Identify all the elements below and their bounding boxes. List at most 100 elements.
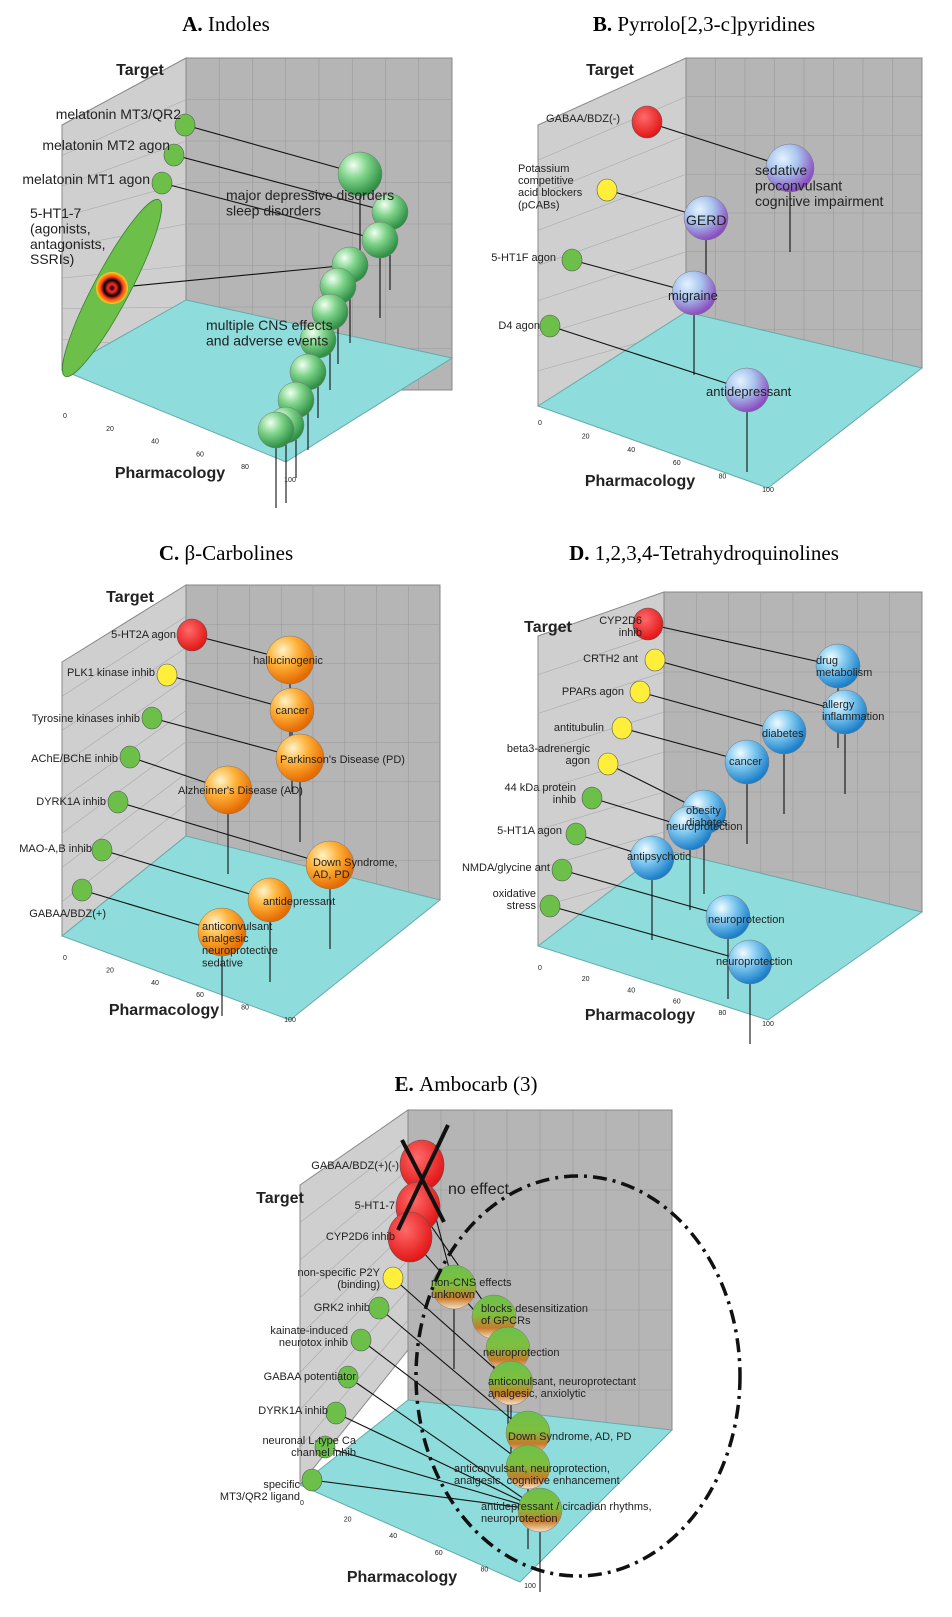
grid-line <box>61 99 187 156</box>
pharmacology-axis-label: Pharmacology <box>109 1002 219 1019</box>
highlight-circle <box>414 1174 742 1578</box>
target-label: 5-HT1A agon <box>497 825 562 837</box>
tick-label: 60 <box>435 1550 443 1557</box>
panel-title: E. Ambocarb (3) <box>395 1072 538 1096</box>
panel-c: C. β-Carbolines Target Pharmacology 0 20 40 60… <box>19 541 442 1024</box>
panel-d: D. 1,2,3,4-Tetrahydroquinolines Target Pha… <box>462 541 924 1044</box>
link-line <box>378 1307 529 1434</box>
pharmacology-axis-label: Pharmacology <box>585 473 695 490</box>
outcome-label: antidepressant <box>263 896 335 908</box>
grid-line <box>537 671 665 714</box>
outcome-label: anticonvulsant analgesic neuroprotective se… <box>202 921 278 969</box>
outcome-sphere <box>705 894 751 940</box>
panel-title: B. Pyrrolo[2,3-c]pyridines <box>593 12 815 36</box>
outcome-sphere <box>197 907 247 957</box>
tick-label: 40 <box>389 1533 397 1540</box>
grid-line <box>61 741 187 834</box>
panel-title: D. 1,2,3,4-Tetrahydroquinolines <box>569 541 839 565</box>
link-line <box>561 869 729 918</box>
tick-label: 0 <box>300 1500 304 1507</box>
tick-label: 0 <box>538 420 542 427</box>
outcome-sphere <box>671 270 717 316</box>
link-line <box>639 691 785 733</box>
target-dot <box>539 894 561 918</box>
outcome-label: blocks desensitization of GPCRs <box>481 1303 588 1327</box>
outcome-sphere <box>361 221 399 259</box>
outcome-sphere <box>488 1360 534 1406</box>
outcome-sphere <box>822 689 868 735</box>
outcome-label: anticonulsant, neuroprotectant analgesic,… <box>488 1376 636 1400</box>
tick-label: 60 <box>673 460 681 467</box>
target-dot <box>325 1401 347 1425</box>
link-line <box>311 1479 541 1511</box>
tick-label: 20 <box>582 433 590 440</box>
target-dot <box>596 178 618 202</box>
target-label: melatonin MT2 agon <box>42 137 170 153</box>
panel-e: E. Ambocarb (3) Target Pharmacology 0 20 40 60… <box>220 1072 742 1592</box>
target-label: non-specific P2Y (binding) <box>297 1267 380 1291</box>
target-dot <box>597 752 619 776</box>
target-dot <box>382 1266 404 1290</box>
target-axis-label: Target <box>256 1190 304 1207</box>
outcome-sphere <box>269 687 315 733</box>
target-label: CYP2D6 inhib <box>326 1231 395 1243</box>
target-label: PLK1 kinase inhib <box>67 667 155 679</box>
outcome-label: Down Syndrome, AD, PD <box>313 857 397 881</box>
target-dot <box>337 1365 359 1389</box>
floor <box>299 1399 674 1583</box>
link-line <box>654 659 846 713</box>
target-dot <box>539 314 561 338</box>
target-dot <box>163 143 185 167</box>
link-line <box>335 1412 541 1511</box>
target-label: 44 kDa protein inhib <box>504 782 576 806</box>
target-label: DYRK1A inhib <box>36 796 106 808</box>
grid-line <box>61 678 187 765</box>
target-label: kainate-induced neurotox inhib <box>270 1325 348 1349</box>
outcome-label: anticonvulsant, neuroprotection, analgesi… <box>454 1463 620 1487</box>
tick-label: 100 <box>284 1017 296 1024</box>
outcome-label: major depressive disorders sleep disorder… <box>226 187 394 218</box>
tick-label: 100 <box>524 1583 536 1590</box>
link-line <box>101 849 271 901</box>
outcome-label: antidepressant / circadian rhythms, neuro… <box>481 1501 652 1525</box>
outcome-sphere <box>724 367 770 413</box>
outcome-label: neuroprotection <box>708 914 784 926</box>
outcome-sphere <box>724 739 770 785</box>
pharmacology-axis-label: Pharmacology <box>585 1007 695 1024</box>
target-dot <box>107 790 129 814</box>
grid-line <box>61 140 187 187</box>
target-dot <box>141 706 163 730</box>
panel-a: A. Indoles Target Pharmacology 0 20 40 60 80 100… <box>22 12 454 508</box>
target-label: GRK2 inhib <box>314 1302 370 1314</box>
target-dot <box>151 171 173 195</box>
link-line <box>151 717 301 759</box>
outcome-sphere <box>727 939 773 985</box>
target-bullseye-icon <box>96 272 128 304</box>
outcome-sphere <box>265 635 315 685</box>
outcome-sphere <box>683 195 729 241</box>
outcome-label: allergy inflammation <box>822 699 884 723</box>
target-dot <box>644 648 666 672</box>
target-dot <box>581 786 603 810</box>
link-line <box>392 1277 512 1384</box>
target-label: Potassium competitive acid blockers (pCABs) <box>518 163 583 211</box>
outcome-label: antidepressant <box>706 384 792 399</box>
target-dot <box>156 663 178 687</box>
link-line <box>646 121 791 169</box>
outcome-sphere <box>505 1444 551 1490</box>
outcome-label: cancer <box>729 756 762 768</box>
grid-line <box>537 290 687 337</box>
outcome-label: Parkinson's Disease (PD) <box>280 754 405 766</box>
target-label: Tyrosine kinases inhib <box>32 713 140 725</box>
link-line <box>360 1339 529 1468</box>
outcome-label: migraine <box>668 288 718 303</box>
target-label: neuronal L-type Ca channel inhib <box>262 1435 356 1459</box>
tick-label: 80 <box>719 474 727 481</box>
tick-label: 60 <box>196 992 204 999</box>
target-label: 5-HT1-7 (agonists, antagonists, SSRIs) <box>30 205 106 267</box>
target-label: CYP2D6 inhib <box>599 615 642 639</box>
outcome-sphere <box>257 411 295 449</box>
tick-label: 20 <box>106 426 114 433</box>
outcome-label: neuroprotection <box>666 821 742 833</box>
